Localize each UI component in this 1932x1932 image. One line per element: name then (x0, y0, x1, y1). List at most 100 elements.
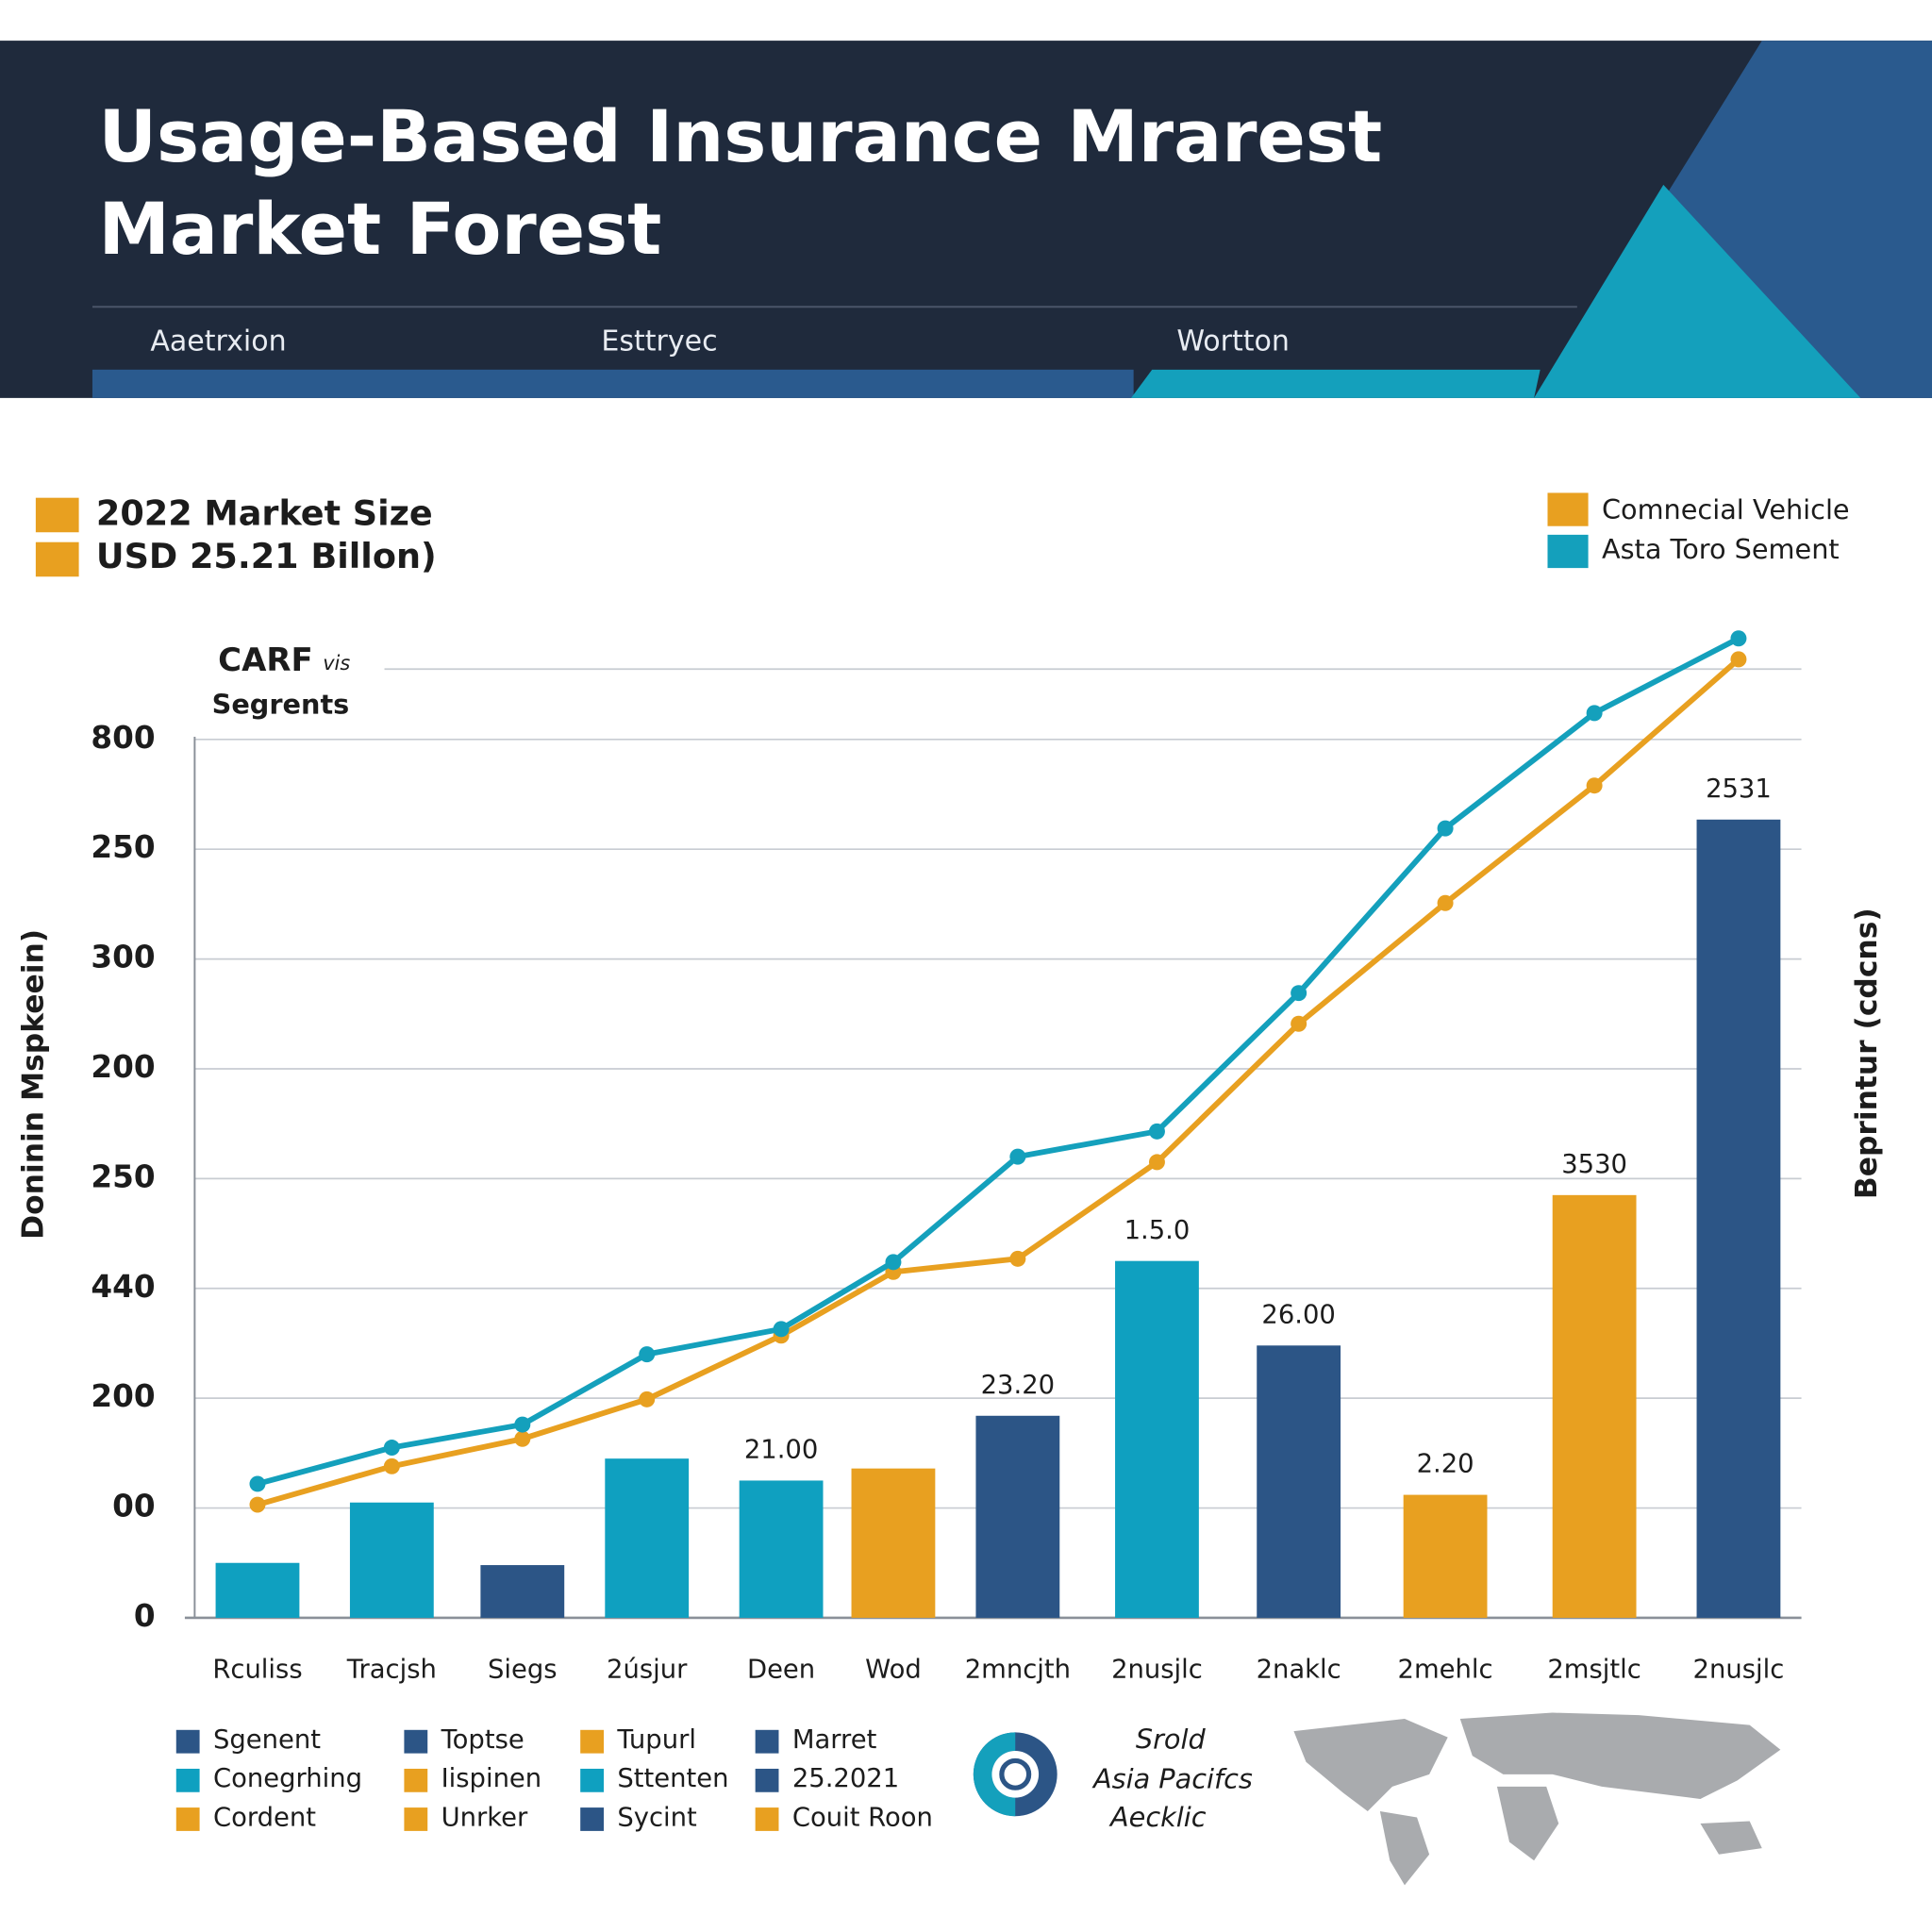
tab[interactable]: Aaetrxion (150, 325, 286, 358)
x-tick-label: 2msjtlc (1547, 1656, 1641, 1685)
legend-swatch (175, 1729, 200, 1754)
legend-label: Toptse (441, 1725, 525, 1755)
line-point (639, 1391, 656, 1407)
line-point (1148, 1123, 1165, 1140)
line-point (1291, 1015, 1307, 1032)
bar (605, 1458, 690, 1618)
line-point (1586, 777, 1603, 794)
line-point (1586, 705, 1603, 722)
legend-label: Marret (792, 1725, 877, 1755)
bar-label: 1.5.0 (1124, 1216, 1191, 1245)
legend-swatch (580, 1768, 604, 1792)
key-stat-swatch (35, 497, 79, 533)
y-axis-label: Doninin Mspkeein) (17, 929, 51, 1240)
y-tick-label: 250 (91, 829, 155, 865)
y-tick-label: 800 (91, 720, 155, 756)
y-tick-label: 300 (91, 940, 155, 975)
x-tick-label: 2úsjur (607, 1656, 688, 1685)
x-tick-label: Wod (865, 1656, 922, 1685)
title: Market Forest (98, 188, 661, 271)
region-text: Asia Pacifcs (1091, 1762, 1253, 1794)
region-text: Aecklic (1108, 1801, 1207, 1833)
x-tick-label: 2naklc (1257, 1656, 1341, 1685)
x-tick-label: Rculiss (212, 1656, 302, 1685)
legend-label: Comnecial Vehicle (1602, 493, 1850, 525)
y-tick-label: 440 (91, 1269, 155, 1305)
line-point (383, 1457, 400, 1474)
bar (975, 1415, 1060, 1618)
tab[interactable]: Esttryec (601, 325, 717, 358)
legend-swatch (580, 1807, 604, 1831)
legend-label: Tupurl (616, 1725, 696, 1755)
legend-label: Unrker (441, 1803, 528, 1832)
legend-swatch (404, 1768, 428, 1792)
y-tick-label: 250 (91, 1158, 155, 1194)
donut-icon (991, 1751, 1040, 1798)
y-tick-label: 0 (134, 1598, 156, 1634)
line-point (1730, 651, 1747, 668)
bar (1257, 1345, 1341, 1618)
legend-label: Iispinen (441, 1764, 542, 1793)
donut-icon (999, 1757, 1032, 1790)
bar-label: 26.00 (1261, 1300, 1335, 1329)
chart-subtitle: CARF (218, 641, 312, 679)
line-point (1437, 894, 1454, 911)
region-text: Srold (1136, 1724, 1207, 1756)
legend-swatch (755, 1729, 779, 1754)
legend-swatch (755, 1768, 779, 1792)
legend-label: 25.2021 (792, 1764, 899, 1793)
bar-label: 3530 (1561, 1150, 1627, 1179)
bar (349, 1502, 434, 1618)
legend-label: Couit Roon (792, 1803, 933, 1832)
key-stat: 2022 Market Size (96, 492, 433, 533)
legend-swatch (1547, 534, 1589, 569)
donut-icon (973, 1732, 1016, 1817)
bar (215, 1562, 300, 1618)
title: Usage-Based Insurance Mrarest (98, 95, 1382, 178)
legend-swatch (404, 1807, 428, 1831)
header-shape (1534, 184, 1861, 398)
legend-label: Asta Toro Sement (1602, 533, 1840, 565)
line-point (383, 1440, 400, 1457)
line-point (249, 1475, 266, 1492)
bar (1696, 819, 1781, 1618)
header-strip (1131, 369, 1541, 398)
y2-axis-label: Beprintur (cdcns) (1850, 908, 1884, 1199)
y-tick-label: 00 (112, 1489, 155, 1524)
bar (1403, 1494, 1488, 1618)
line-point (1009, 1148, 1026, 1165)
line-point (1148, 1154, 1165, 1171)
bar (1552, 1194, 1637, 1618)
line-point (773, 1321, 790, 1338)
y-tick-label: 200 (91, 1049, 155, 1085)
line (257, 636, 1740, 1487)
legend-swatch (580, 1729, 604, 1754)
bar (1115, 1260, 1199, 1618)
line-point (1730, 630, 1747, 647)
bar-label: 2.20 (1417, 1450, 1474, 1479)
x-tick-label: Tracjsh (346, 1656, 437, 1685)
line-point (249, 1496, 266, 1513)
legend-label: Sycint (617, 1803, 697, 1832)
line-point (639, 1346, 656, 1363)
x-tick-label: Deen (747, 1656, 815, 1685)
legend-label: Conegrhing (213, 1764, 362, 1793)
line-point (1291, 985, 1307, 1002)
header-strip (92, 369, 1134, 398)
legend-label: Sgenent (213, 1725, 321, 1755)
tab[interactable]: Wortton (1176, 325, 1290, 358)
line-point (514, 1416, 531, 1433)
bar (739, 1480, 824, 1618)
bar-label: 23.20 (981, 1371, 1055, 1400)
legend-swatch (175, 1768, 200, 1792)
chart-subtitle: vis (323, 652, 350, 675)
legend-swatch (175, 1807, 200, 1831)
x-tick-label: 2nusjlc (1111, 1656, 1203, 1685)
chart-subtitle: Segrents (212, 688, 350, 720)
bar-label: 21.00 (744, 1436, 818, 1465)
legend-label: Cordent (213, 1803, 316, 1832)
legend-swatch (404, 1729, 428, 1754)
x-tick-label: 2mehlc (1398, 1656, 1493, 1685)
line (257, 657, 1740, 1507)
y-tick-label: 200 (91, 1378, 155, 1414)
